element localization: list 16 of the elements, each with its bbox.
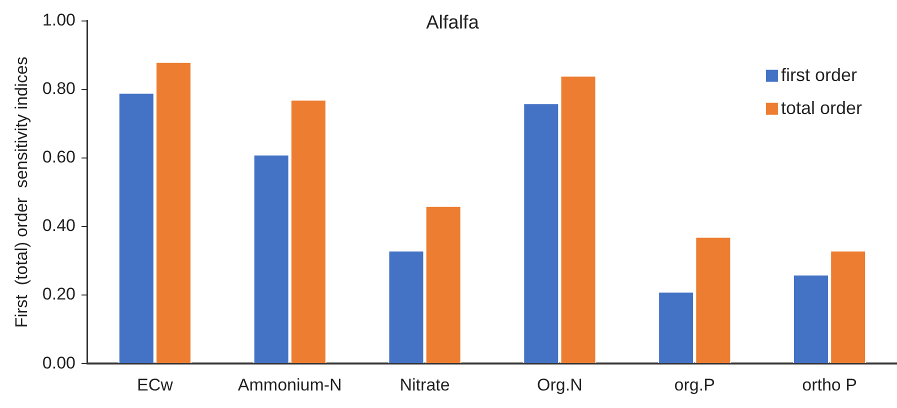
x-tick-label: Nitrate bbox=[400, 375, 450, 394]
y-tick-label: 0.00 bbox=[42, 353, 76, 372]
x-tick-label: ortho P bbox=[802, 375, 857, 394]
y-tick-label: 0.20 bbox=[42, 284, 76, 304]
legend-label: first order bbox=[780, 64, 857, 85]
x-tick-label: Org.N bbox=[537, 375, 582, 394]
x-tick-label: ECw bbox=[136, 375, 174, 394]
y-tick-label: 0.80 bbox=[42, 79, 76, 98]
y-axis-title: First (total) order sensitivity indices bbox=[12, 56, 31, 328]
y-tick-label: 0.40 bbox=[42, 216, 76, 236]
x-tick-label: Ammonium-N bbox=[238, 375, 342, 394]
y-tick-label: 1.00 bbox=[42, 10, 76, 30]
y-tick-label: 0.60 bbox=[42, 148, 76, 167]
x-tick-label: org.P bbox=[674, 375, 715, 394]
chart-title: Alfalfa bbox=[426, 12, 480, 34]
legend-label: total order bbox=[780, 98, 862, 118]
